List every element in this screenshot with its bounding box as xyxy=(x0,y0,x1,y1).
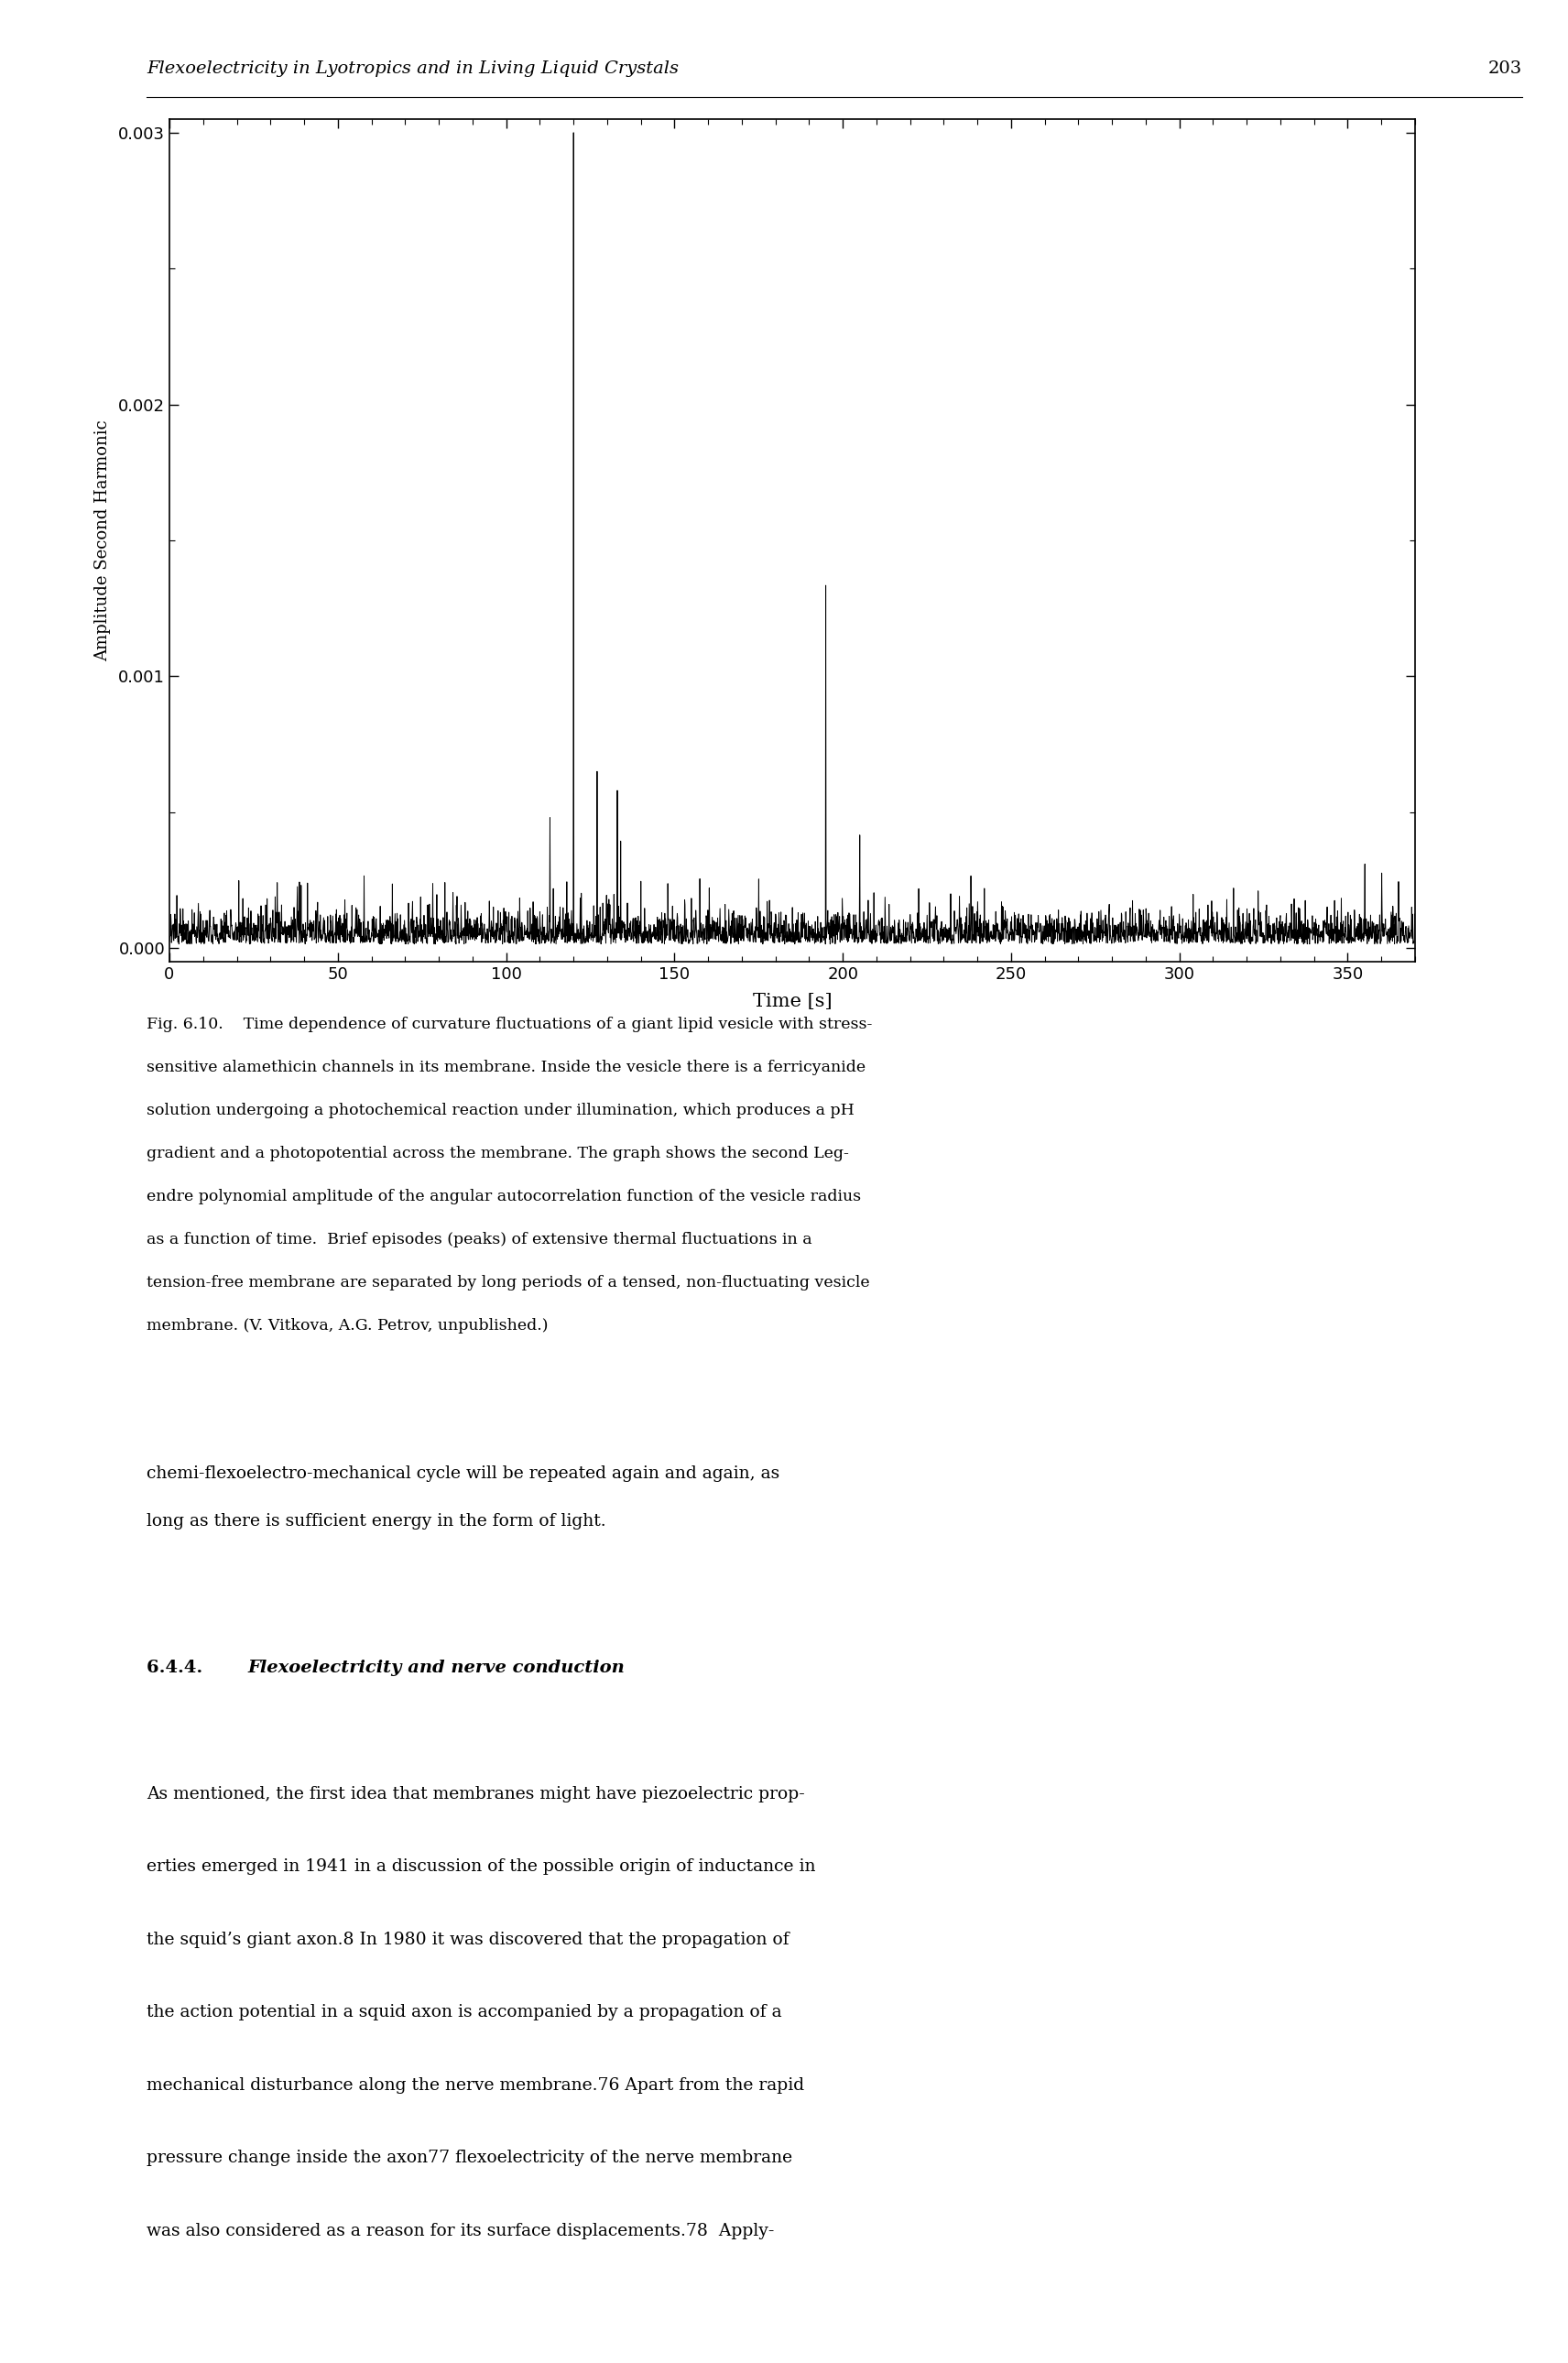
Text: membrane. (V. Vitkova, A.G. Petrov, unpublished.): membrane. (V. Vitkova, A.G. Petrov, unpu… xyxy=(146,1319,549,1335)
Text: tension-free membrane are separated by long periods of a tensed, non-fluctuating: tension-free membrane are separated by l… xyxy=(146,1276,870,1290)
Text: chemi-flexoelectro-mechanical cycle will be repeated again and again, as: chemi-flexoelectro-mechanical cycle will… xyxy=(146,1465,779,1482)
Text: Fig. 6.10.    Time dependence of curvature fluctuations of a giant lipid vesicle: Fig. 6.10. Time dependence of curvature … xyxy=(146,1016,872,1033)
Text: the squid’s giant axon.8 In 1980 it was discovered that the propagation of: the squid’s giant axon.8 In 1980 it was … xyxy=(146,1931,789,1947)
Text: solution undergoing a photochemical reaction under illumination, which produces : solution undergoing a photochemical reac… xyxy=(146,1104,855,1118)
X-axis label: Time [s]: Time [s] xyxy=(753,992,833,1011)
Text: the action potential in a squid axon is accompanied by a propagation of a: the action potential in a squid axon is … xyxy=(146,2004,782,2020)
Text: Flexoelectricity in Lyotropics and in Living Liquid Crystals: Flexoelectricity in Lyotropics and in Li… xyxy=(146,59,679,76)
Text: Flexoelectricity and nerve conduction: Flexoelectricity and nerve conduction xyxy=(248,1659,626,1675)
Y-axis label: Amplitude Second Harmonic: Amplitude Second Harmonic xyxy=(94,421,111,662)
Text: mechanical disturbance along the nerve membrane.76 Apart from the rapid: mechanical disturbance along the nerve m… xyxy=(146,2077,804,2094)
Text: 6.4.4.: 6.4.4. xyxy=(146,1659,221,1675)
Text: long as there is sufficient energy in the form of light.: long as there is sufficient energy in th… xyxy=(146,1512,605,1529)
Text: was also considered as a reason for its surface displacements.78  Apply-: was also considered as a reason for its … xyxy=(146,2224,775,2240)
Text: erties emerged in 1941 in a discussion of the possible origin of inductance in: erties emerged in 1941 in a discussion o… xyxy=(146,1860,815,1876)
Text: As mentioned, the first idea that membranes might have piezoelectric prop-: As mentioned, the first idea that membra… xyxy=(146,1786,804,1803)
Text: endre polynomial amplitude of the angular autocorrelation function of the vesicl: endre polynomial amplitude of the angula… xyxy=(146,1189,861,1205)
Text: sensitive alamethicin channels in its membrane. Inside the vesicle there is a fe: sensitive alamethicin channels in its me… xyxy=(146,1059,866,1075)
Text: gradient and a photopotential across the membrane. The graph shows the second Le: gradient and a photopotential across the… xyxy=(146,1146,848,1163)
Text: pressure change inside the axon77 flexoelectricity of the nerve membrane: pressure change inside the axon77 flexoe… xyxy=(146,2150,792,2167)
Text: 203: 203 xyxy=(1488,59,1523,76)
Text: as a function of time.  Brief episodes (peaks) of extensive thermal fluctuations: as a function of time. Brief episodes (p… xyxy=(146,1231,812,1248)
